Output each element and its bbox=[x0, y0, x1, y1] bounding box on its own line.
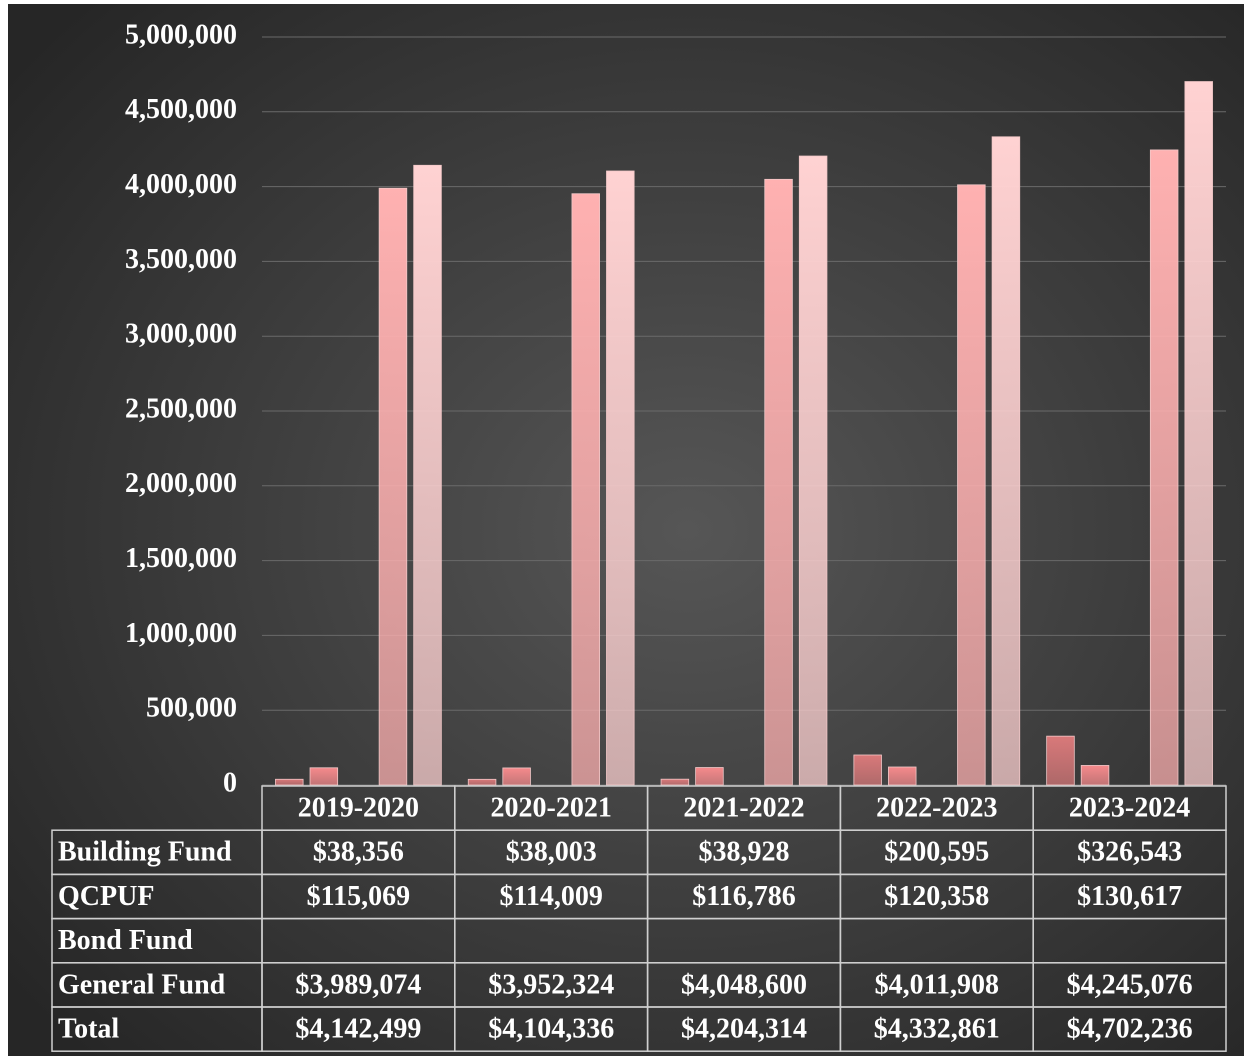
y-tick-label: 2,500,000 bbox=[125, 393, 237, 424]
x-tick-label: 2021-2022 bbox=[683, 793, 804, 824]
bar bbox=[606, 170, 635, 786]
bar bbox=[660, 778, 690, 786]
y-tick-label: 5,000,000 bbox=[125, 19, 237, 50]
bar bbox=[1149, 149, 1179, 786]
y-tick-label: 3,500,000 bbox=[125, 244, 237, 275]
bar bbox=[378, 187, 408, 786]
bar bbox=[764, 178, 793, 786]
data-label: $116,786 bbox=[692, 881, 795, 912]
data-label: $4,245,076 bbox=[1067, 969, 1193, 1000]
bar bbox=[853, 754, 882, 786]
bar bbox=[571, 193, 600, 786]
data-label: $130,617 bbox=[1077, 881, 1182, 912]
data-label: $4,332,861 bbox=[874, 1014, 1000, 1045]
y-tick-label: 0 bbox=[223, 767, 237, 798]
bar bbox=[467, 778, 497, 786]
data-label: $120,358 bbox=[884, 881, 989, 912]
data-label: $4,702,236 bbox=[1067, 1014, 1193, 1045]
data-label: $3,952,324 bbox=[488, 969, 614, 1000]
x-tick-label: 2019-2020 bbox=[298, 793, 419, 824]
data-label: $200,595 bbox=[884, 837, 989, 868]
bar bbox=[957, 184, 986, 786]
data-label: $4,104,336 bbox=[488, 1014, 614, 1045]
bar bbox=[502, 767, 531, 786]
y-tick-label: 3,000,000 bbox=[125, 319, 237, 350]
legend-label: QCPUF bbox=[58, 881, 154, 912]
bar bbox=[991, 136, 1021, 786]
table-cell bbox=[1032, 1006, 1227, 1052]
bar bbox=[695, 767, 724, 786]
legend-label: Building Fund bbox=[58, 837, 232, 868]
data-label: $4,142,499 bbox=[295, 1014, 421, 1045]
bar bbox=[1080, 765, 1110, 786]
bar bbox=[798, 155, 828, 786]
x-tick-label: 2022-2023 bbox=[876, 793, 997, 824]
data-label: $114,009 bbox=[499, 881, 602, 912]
y-tick-label: 2,000,000 bbox=[125, 468, 237, 499]
y-tick-label: 1,000,000 bbox=[125, 618, 237, 649]
data-label: $3,989,074 bbox=[295, 969, 421, 1000]
x-tick-label: 2023-2024 bbox=[1069, 793, 1190, 824]
bar bbox=[275, 778, 304, 786]
y-tick-label: 4,000,000 bbox=[125, 169, 237, 200]
data-label: $4,048,600 bbox=[681, 969, 807, 1000]
data-label: $38,928 bbox=[699, 837, 790, 868]
bar bbox=[888, 766, 917, 786]
legend-label: Total bbox=[58, 1014, 119, 1045]
x-tick-label: 2020-2021 bbox=[491, 793, 612, 824]
data-label: $4,011,908 bbox=[875, 969, 999, 1000]
bar bbox=[1184, 81, 1213, 786]
data-label: $326,543 bbox=[1077, 837, 1182, 868]
data-label: $4,204,314 bbox=[681, 1014, 807, 1045]
bar bbox=[1046, 735, 1075, 786]
y-tick-label: 500,000 bbox=[146, 693, 237, 724]
y-tick-label: 1,500,000 bbox=[125, 543, 237, 574]
legend-label: General Fund bbox=[58, 969, 226, 1000]
data-label: $115,069 bbox=[307, 881, 410, 912]
bar bbox=[309, 767, 339, 786]
legend-label: Bond Fund bbox=[58, 925, 193, 956]
data-label: $38,003 bbox=[506, 837, 597, 868]
bar bbox=[413, 164, 442, 786]
data-label: $38,356 bbox=[313, 837, 404, 868]
y-tick-label: 4,500,000 bbox=[125, 94, 237, 125]
